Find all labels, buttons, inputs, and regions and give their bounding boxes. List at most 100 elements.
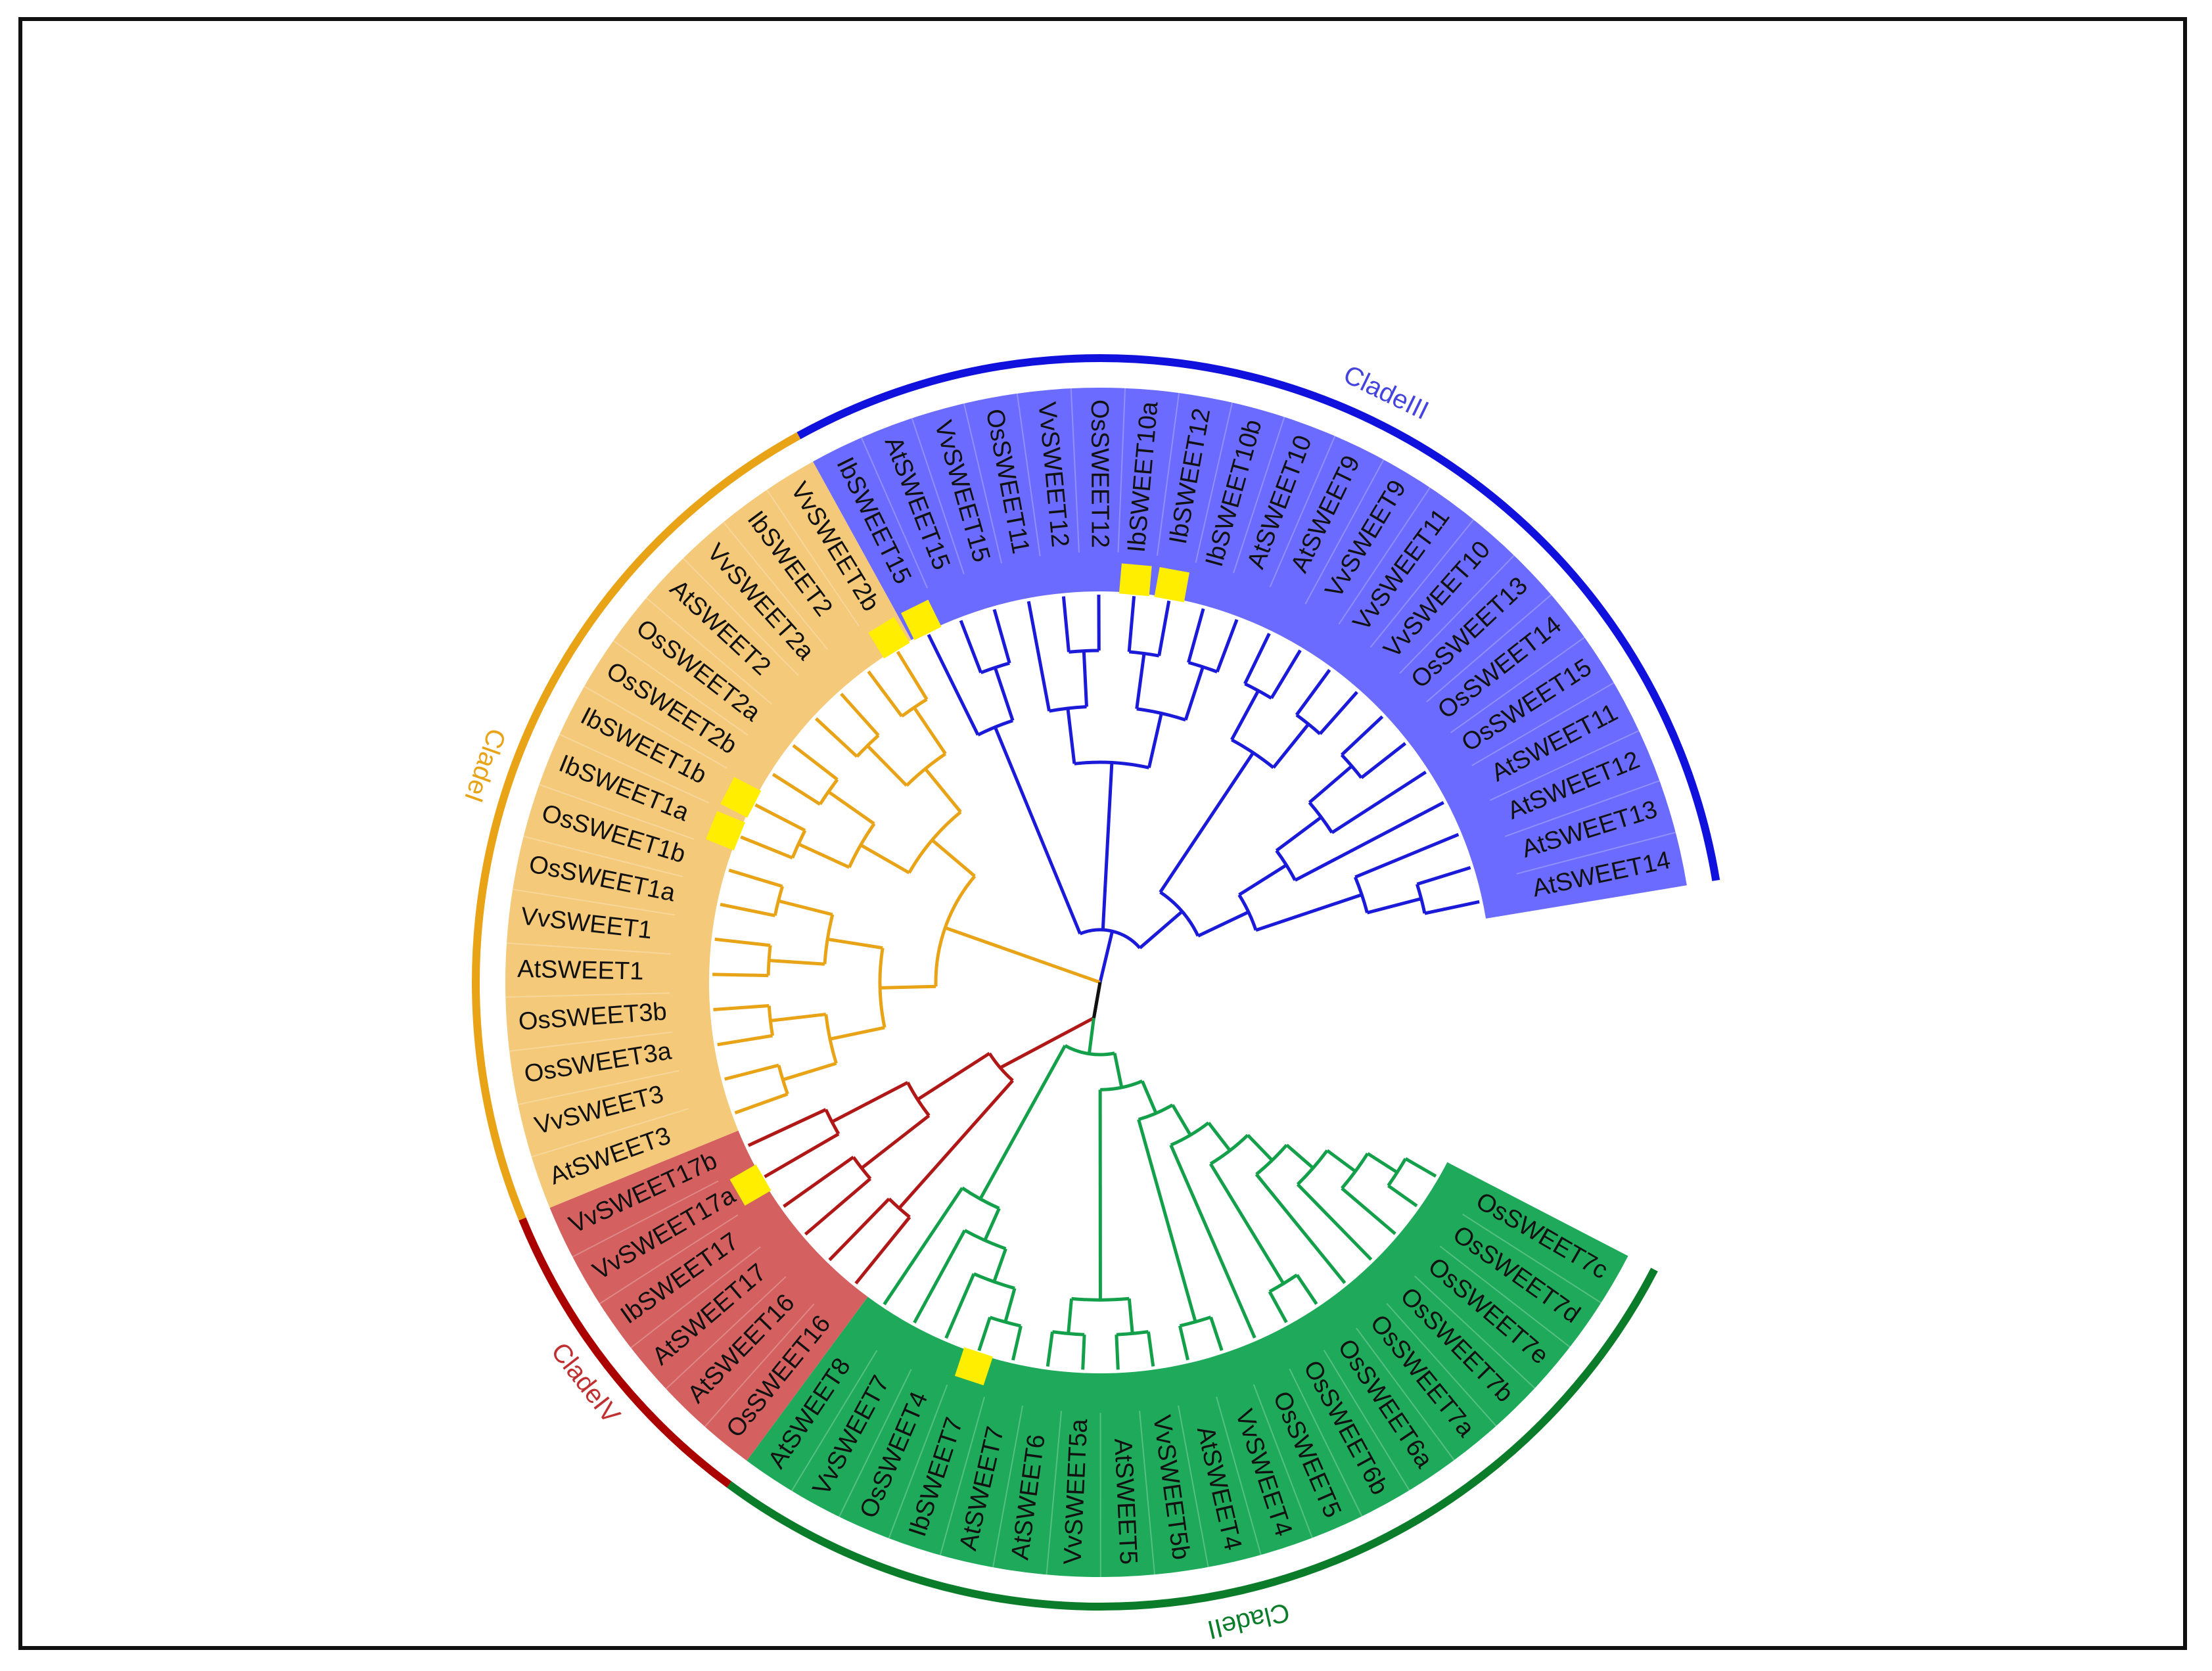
branch-line [764,1132,840,1179]
branch-arc [1079,928,1141,950]
leaf-divider [888,1384,948,1539]
clade-ring-II [727,1268,1658,1611]
leaf-divider [1289,1368,1363,1517]
leaf-divider [506,942,671,955]
branch-line [979,1045,1067,1200]
leaf-divider [630,1246,761,1348]
leaf-divider [963,403,1003,564]
phylogenetic-tree: AtSWEET14AtSWEET13AtSWEET12AtSWEET11OsSW… [459,354,1720,1644]
root-branch [1098,930,1114,983]
branch-line [777,899,833,917]
leaf-divider [1232,417,1285,574]
branch-line [866,744,908,787]
leaf-divider [1269,436,1336,587]
sweetpotato-markers [705,563,1189,1386]
branch-line [1127,596,1136,652]
branch-line [840,693,880,737]
branch-line [1268,1291,1288,1323]
leaf-divider [1399,555,1515,674]
branch-line [944,1273,976,1339]
branch-line [977,1317,992,1352]
branch-line [1246,1133,1274,1162]
root-branch [944,926,1101,984]
leaf-divider [1426,594,1552,702]
branch-line [1366,1152,1398,1174]
leaf-divider [1216,1396,1262,1555]
branch-line [1308,764,1353,804]
leaf-divider [1471,682,1615,766]
branch-line [1243,633,1271,685]
branch-line [924,767,962,813]
leaf-divider [1304,459,1385,605]
branch-line [1331,770,1427,835]
leaf-divider [860,437,929,589]
branch-line [797,842,850,869]
branch-line [983,1207,1001,1241]
branch-line [1340,715,1384,756]
figure-frame: AtSWEET14 AtSWEET13 AtSWEET12 AtSWEET11 OsSW… [18,17,2187,1650]
branch-line [1003,1287,1017,1323]
branch-line [1341,1187,1396,1235]
leaf-divider [682,557,799,676]
branch-line [768,959,825,966]
branch-line [1061,596,1071,652]
branch-line [1285,1143,1314,1170]
leaf-divider [1323,1349,1410,1491]
branch-line [1066,708,1076,764]
leaf-divider [992,1406,1024,1568]
leaf-label: AtSWEET1 [517,955,644,986]
branch-line [1184,666,1205,721]
sweetpotato-marker [729,1164,772,1206]
leaf-divider [1046,1411,1063,1575]
branch-line [1026,601,1051,712]
root-branch [1092,982,1102,1019]
sweetpotato-marker [1118,563,1152,597]
branch-line [728,868,783,888]
branch-line [804,1177,871,1236]
branch-line [724,1063,779,1081]
branch-line [1270,649,1302,699]
branch-line [880,984,936,990]
branch-line [1046,1331,1054,1367]
clade-sector-IV [549,1130,868,1461]
root-branch [1087,1017,1095,1055]
branch-line [1238,863,1287,896]
leaf-divider [612,640,749,736]
leaf-divider [523,835,683,878]
clade-sector-III [813,388,1687,919]
branch-line [1169,1144,1256,1339]
branch-line [747,1108,827,1147]
branch-line [1215,619,1239,673]
leaf-divider [1016,393,1041,557]
leaf-divider [1462,1214,1601,1304]
leaf-divider [704,1303,815,1427]
branch-line [1360,742,1407,779]
branch-line [1255,1173,1347,1285]
branch-line [1178,1325,1189,1361]
branch-line [829,1026,885,1041]
branch-line [754,803,806,833]
branch-line [1127,1298,1134,1334]
branch-line [896,651,929,700]
leaf-divider [539,784,695,840]
branch-line [1135,653,1146,710]
branch-line [1067,1298,1073,1334]
branch-line [1275,815,1322,852]
branch-line [931,838,976,878]
branch-line [1159,752,1255,894]
branch-line [713,1004,770,1011]
leaf-divider [1370,519,1475,648]
branch-line [867,670,904,718]
leaf-divider [505,992,670,998]
clade-ring-III [796,354,1720,881]
branch-line [1230,689,1260,741]
leaf-divider [939,1396,985,1555]
branch-line [714,937,771,948]
leaf-divider [512,888,676,916]
branch-line [828,1197,890,1262]
leaf-divider [645,597,772,705]
sweetpotato-marker [868,616,910,659]
leaf-divider [599,1214,739,1304]
branch-line [814,717,858,758]
branch-line [1197,910,1249,938]
